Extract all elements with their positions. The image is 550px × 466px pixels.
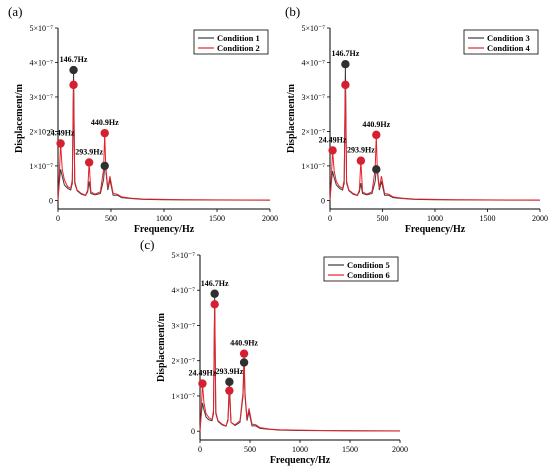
- chart-panel-1: (a) 0 500 1000 1500 2000 0 1×10⁻⁷ 2×10⁻⁷ 3×10⁻⁷ 4×…: [8, 4, 278, 235]
- y-tick-label: 5×10⁻⁷: [301, 24, 325, 33]
- legend-entry: Condition 3: [487, 33, 530, 43]
- legend-entry: Condition 4: [487, 43, 530, 53]
- peak-label: 293.9Hz: [215, 367, 243, 376]
- x-tick-label: 2000: [262, 214, 278, 223]
- y-tick-label: 0: [49, 196, 53, 205]
- peak-label: 293.9Hz: [75, 147, 103, 156]
- peak-marker: [198, 379, 207, 388]
- panel-label: (b): [285, 4, 300, 19]
- y-tick-label: 0: [191, 427, 195, 436]
- peak-marker: [372, 130, 381, 140]
- x-tick-label: 500: [105, 214, 117, 223]
- x-tick-label: 0: [198, 445, 202, 454]
- peak-marker: [56, 139, 65, 148]
- x-tick-label: 1500: [209, 214, 225, 223]
- peak-label: 440.9Hz: [362, 120, 390, 129]
- panel-label: (c): [140, 237, 154, 252]
- peak-marker: [341, 59, 350, 69]
- peak-marker: [84, 158, 94, 167]
- peak-label: 24.49Hz: [47, 128, 75, 137]
- peak-marker: [225, 386, 234, 395]
- series-line-2: [329, 84, 541, 201]
- peak-marker: [239, 358, 249, 367]
- y-tick-label: 5×10⁻⁷: [171, 251, 195, 260]
- peak-marker: [69, 65, 78, 75]
- y-tick-label: 0: [321, 196, 325, 205]
- y-tick-label: 3×10⁻⁷: [29, 93, 53, 102]
- x-tick-label: 1000: [427, 214, 443, 223]
- y-tick-label: 1×10⁻⁷: [301, 162, 325, 171]
- y-axis-title: Displacement/m: [286, 83, 297, 153]
- series-line-2: [57, 84, 271, 201]
- peak-marker: [100, 128, 109, 138]
- x-tick-label: 0: [56, 214, 60, 223]
- peak-marker: [372, 165, 381, 174]
- x-tick-label: 1500: [480, 214, 496, 223]
- peak-marker: [69, 80, 78, 90]
- peak-marker: [100, 161, 109, 171]
- y-axis-title: Displacement/m: [14, 83, 25, 153]
- peak-marker: [341, 80, 350, 90]
- x-tick-label: 0: [328, 214, 332, 223]
- y-tick-label: 3×10⁻⁷: [301, 93, 325, 102]
- peak-marker: [328, 146, 337, 155]
- peak-label: 440.9Hz: [91, 118, 119, 127]
- y-tick-label: 2×10⁻⁷: [171, 357, 195, 366]
- legend-entry: Condition 5: [347, 260, 390, 270]
- legend-box: [463, 29, 539, 55]
- panel-label: (a): [8, 4, 22, 19]
- peak-label: 24.49Hz: [189, 369, 217, 378]
- y-tick-label: 2×10⁻⁷: [29, 127, 53, 136]
- chart-panel-3: (c) 0 500 1000 1500 2000 0 1×10⁻⁷ 2×10⁻⁷ 3×10⁻⁷ 4×…: [140, 237, 408, 466]
- peak-label: 293.9Hz: [347, 146, 375, 155]
- y-tick-label: 4×10⁻⁷: [301, 58, 325, 67]
- peak-marker: [356, 156, 366, 165]
- x-axis-title: Frequency/Hz: [270, 455, 331, 466]
- peak-label: 146.7Hz: [201, 279, 229, 288]
- peak-label: 146.7Hz: [332, 49, 360, 58]
- y-tick-label: 5×10⁻⁷: [29, 24, 53, 33]
- peak-label: 440.9Hz: [230, 339, 258, 348]
- x-tick-label: 500: [244, 445, 256, 454]
- legend-box: [193, 29, 269, 55]
- x-axis-title: Frequency/Hz: [405, 224, 466, 235]
- legend-entry: Condition 6: [347, 270, 390, 280]
- x-tick-label: 2000: [532, 214, 548, 223]
- y-tick-label: 1×10⁻⁷: [29, 162, 53, 171]
- peak-marker: [210, 300, 219, 309]
- y-tick-label: 4×10⁻⁷: [171, 286, 195, 295]
- x-tick-label: 1000: [292, 445, 308, 454]
- peak-label: 146.7Hz: [60, 55, 88, 64]
- y-tick-label: 1×10⁻⁷: [171, 392, 195, 401]
- x-axis-title: Frequency/Hz: [134, 224, 195, 235]
- x-tick-label: 500: [377, 214, 389, 223]
- peak-marker: [225, 377, 234, 387]
- y-tick-label: 3×10⁻⁷: [171, 321, 195, 330]
- peak-label: 24.49Hz: [319, 135, 347, 144]
- x-tick-label: 2000: [392, 445, 408, 454]
- y-axis-title: Displacement/m: [156, 312, 167, 382]
- chart-panel-2: (b) 0 500 1000 1500 2000 0 1×10⁻⁷ 2×10⁻⁷ 3×10⁻⁷ 4×…: [285, 4, 548, 235]
- y-tick-label: 2×10⁻⁷: [301, 127, 325, 136]
- x-tick-label: 1000: [156, 214, 172, 223]
- legend-entry: Condition 2: [217, 43, 260, 53]
- legend-box: [323, 256, 399, 282]
- peak-marker: [210, 289, 219, 298]
- x-tick-label: 1500: [342, 445, 358, 454]
- series-line-2: [199, 304, 401, 432]
- legend-entry: Condition 1: [217, 33, 260, 43]
- peak-marker: [239, 349, 249, 358]
- y-tick-label: 4×10⁻⁷: [29, 58, 53, 67]
